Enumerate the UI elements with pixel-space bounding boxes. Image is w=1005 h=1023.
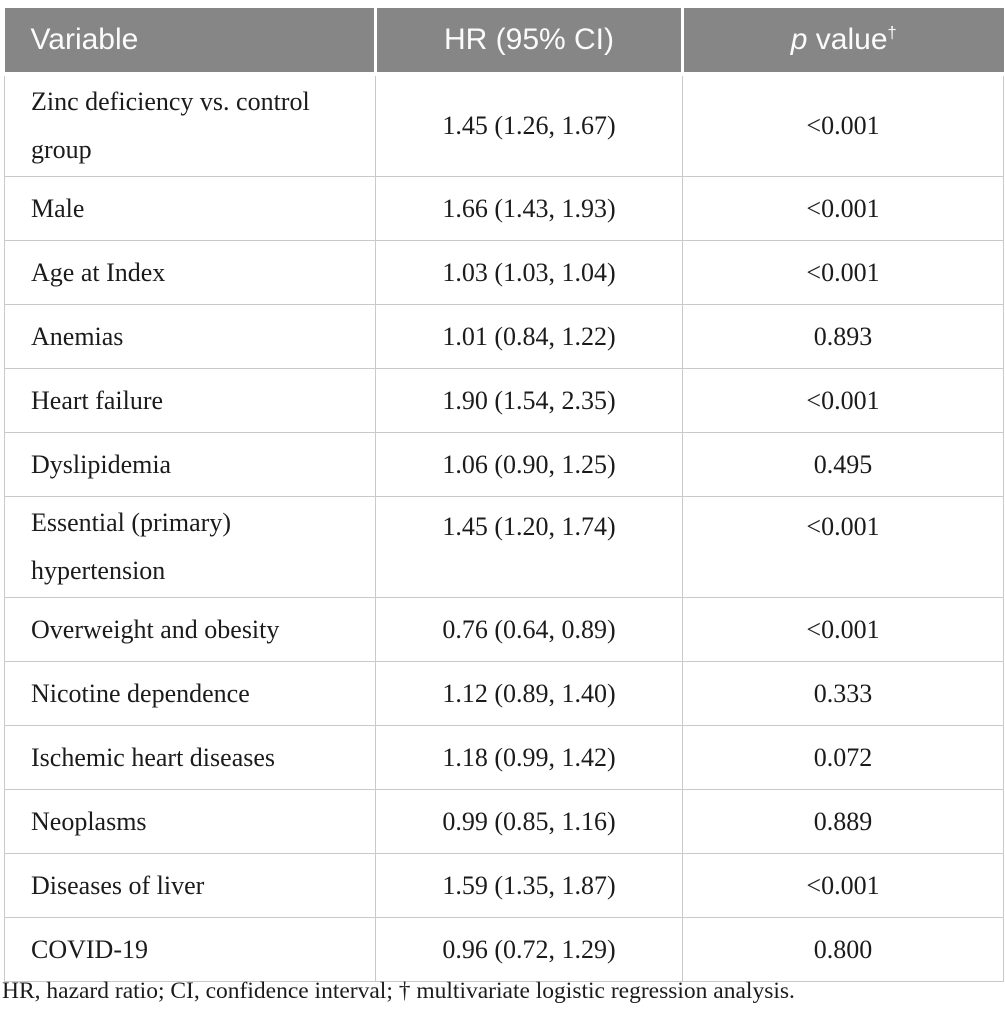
table-row: Age at Index 1.03 (1.03, 1.04) <0.001 — [4, 240, 1004, 306]
p-value-italic-p: p — [790, 23, 808, 56]
p-value-cell: 0.495 — [682, 432, 1004, 498]
results-table: Variable HR (95% CI) p value† Zinc defic… — [4, 8, 1004, 983]
table-header: Variable HR (95% CI) p value† — [4, 8, 1004, 76]
table-row: COVID-19 0.96 (0.72, 1.29) 0.800 — [4, 917, 1004, 983]
hr-ci-cell: 1.45 (1.20, 1.74) — [375, 496, 683, 599]
p-value-cell: <0.001 — [682, 73, 1004, 178]
p-value-cell: <0.001 — [682, 496, 1004, 599]
dagger-superscript-icon: † — [887, 24, 897, 42]
hr-ci-cell: 1.03 (1.03, 1.04) — [375, 240, 683, 306]
table-row: Neoplasms 0.99 (0.85, 1.16) 0.889 — [4, 789, 1004, 855]
table-row: Essential (primary) hypertension 1.45 (1.… — [4, 496, 1004, 599]
p-value-cell: <0.001 — [682, 853, 1004, 919]
hr-ci-cell: 1.59 (1.35, 1.87) — [375, 853, 683, 919]
p-value-cell: <0.001 — [682, 240, 1004, 306]
variable-cell: Nicotine dependence — [4, 661, 376, 727]
p-value-cell: 0.800 — [682, 917, 1004, 983]
variable-cell: Overweight and obesity — [4, 597, 376, 663]
table-header-row: Variable HR (95% CI) p value† — [4, 8, 1004, 76]
variable-cell: Heart failure — [4, 368, 376, 434]
p-value-label-rest: value — [807, 23, 888, 56]
variable-cell: Essential (primary) hypertension — [4, 496, 376, 599]
table-footnote: HR, hazard ratio; CI, confidence interva… — [2, 978, 795, 1004]
hr-ci-cell: 0.96 (0.72, 1.29) — [375, 917, 683, 983]
table-row: Nicotine dependence 1.12 (0.89, 1.40) 0.33… — [4, 661, 1004, 727]
p-value-cell: <0.001 — [682, 597, 1004, 663]
variable-cell: Anemias — [4, 304, 376, 370]
variable-cell: Ischemic heart diseases — [4, 725, 376, 791]
hr-ci-cell: 0.76 (0.64, 0.89) — [375, 597, 683, 663]
table-row: Anemias 1.01 (0.84, 1.22) 0.893 — [4, 304, 1004, 370]
header-cell-variable: Variable — [4, 8, 376, 76]
table-body: Zinc deficiency vs. control group 1.45 (1… — [4, 73, 1004, 983]
variable-cell: Zinc deficiency vs. control group — [4, 73, 376, 178]
p-value-cell: 0.893 — [682, 304, 1004, 370]
table-row: Heart failure 1.90 (1.54, 2.35) <0.001 — [4, 368, 1004, 434]
hr-ci-cell: 0.99 (0.85, 1.16) — [375, 789, 683, 855]
variable-cell: COVID-19 — [4, 917, 376, 983]
table-row: Ischemic heart diseases 1.18 (0.99, 1.42)… — [4, 725, 1004, 791]
variable-cell: Male — [4, 176, 376, 242]
p-value-cell: 0.889 — [682, 789, 1004, 855]
variable-cell: Neoplasms — [4, 789, 376, 855]
header-cell-hr-95ci: HR (95% CI) — [374, 8, 683, 76]
hr-ci-cell: 1.90 (1.54, 2.35) — [375, 368, 683, 434]
table-row: Dyslipidemia 1.06 (0.90, 1.25) 0.495 — [4, 432, 1004, 498]
hr-ci-cell: 1.06 (0.90, 1.25) — [375, 432, 683, 498]
variable-cell: Dyslipidemia — [4, 432, 376, 498]
p-value-cell: <0.001 — [682, 368, 1004, 434]
variable-cell: Diseases of liver — [4, 853, 376, 919]
table-row: Diseases of liver 1.59 (1.35, 1.87) <0.001 — [4, 853, 1004, 919]
table-row: Overweight and obesity 0.76 (0.64, 0.89) <… — [4, 597, 1004, 663]
table-row: Zinc deficiency vs. control group 1.45 (1… — [4, 73, 1004, 178]
p-value-cell: 0.072 — [682, 725, 1004, 791]
hr-ci-cell: 1.18 (0.99, 1.42) — [375, 725, 683, 791]
hr-ci-cell: 1.45 (1.26, 1.67) — [375, 73, 683, 178]
table-row: Male 1.66 (1.43, 1.93) <0.001 — [4, 176, 1004, 242]
p-value-cell: 0.333 — [682, 661, 1004, 727]
hr-ci-cell: 1.12 (0.89, 1.40) — [375, 661, 683, 727]
hr-ci-cell: 1.66 (1.43, 1.93) — [375, 176, 683, 242]
hr-ci-cell: 1.01 (0.84, 1.22) — [375, 304, 683, 370]
p-value-cell: <0.001 — [682, 176, 1004, 242]
variable-cell: Age at Index — [4, 240, 376, 306]
header-cell-p-value: p value† — [681, 8, 1004, 76]
